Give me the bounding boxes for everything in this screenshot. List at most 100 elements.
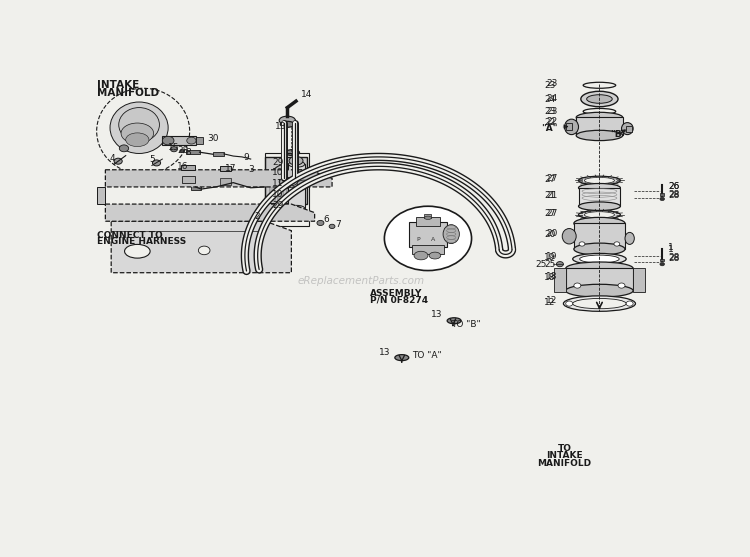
Ellipse shape — [121, 123, 154, 144]
Circle shape — [114, 158, 122, 164]
Ellipse shape — [562, 228, 576, 244]
Bar — [412, 245, 444, 254]
Polygon shape — [566, 268, 633, 291]
Bar — [266, 157, 307, 204]
Bar — [410, 222, 446, 247]
Ellipse shape — [584, 82, 616, 88]
Bar — [220, 167, 231, 172]
Ellipse shape — [118, 108, 160, 142]
Ellipse shape — [574, 243, 625, 255]
Text: 16: 16 — [178, 162, 189, 171]
Text: 10: 10 — [272, 190, 284, 199]
Polygon shape — [633, 267, 645, 291]
Ellipse shape — [187, 137, 196, 144]
Text: 23: 23 — [544, 108, 555, 116]
Bar — [181, 165, 195, 170]
Text: ENGINE HARNESS: ENGINE HARNESS — [97, 237, 186, 246]
Bar — [266, 154, 309, 226]
Text: P/N 0F8274: P/N 0F8274 — [370, 296, 428, 305]
Circle shape — [198, 246, 210, 255]
Ellipse shape — [268, 208, 282, 218]
Ellipse shape — [126, 133, 149, 146]
Ellipse shape — [574, 217, 625, 229]
Ellipse shape — [290, 208, 302, 215]
Text: ASSEMBLY: ASSEMBLY — [370, 289, 423, 298]
Ellipse shape — [580, 91, 618, 107]
Text: 29: 29 — [272, 201, 284, 211]
Ellipse shape — [414, 251, 428, 260]
Bar — [196, 137, 203, 144]
Circle shape — [384, 206, 472, 271]
Text: 22: 22 — [544, 118, 555, 127]
Text: 23: 23 — [544, 81, 555, 90]
Ellipse shape — [278, 168, 295, 184]
Circle shape — [317, 221, 324, 226]
Bar — [269, 203, 302, 213]
Ellipse shape — [576, 113, 622, 123]
Text: TO "A": TO "A" — [413, 350, 442, 360]
Text: 13: 13 — [379, 348, 390, 356]
Ellipse shape — [424, 216, 431, 219]
Circle shape — [579, 242, 585, 246]
Ellipse shape — [279, 116, 296, 125]
Text: 3: 3 — [248, 165, 254, 174]
Text: 7: 7 — [335, 220, 340, 229]
Text: 27: 27 — [544, 209, 555, 218]
Text: 1: 1 — [668, 245, 674, 253]
Text: TO: TO — [557, 444, 572, 453]
Ellipse shape — [565, 119, 578, 135]
Ellipse shape — [573, 253, 626, 265]
Polygon shape — [105, 204, 315, 221]
Bar — [294, 174, 299, 200]
Text: 12: 12 — [546, 296, 557, 305]
Text: 18: 18 — [544, 273, 555, 282]
Text: 28: 28 — [668, 255, 680, 263]
Ellipse shape — [573, 299, 626, 309]
Bar — [214, 152, 224, 156]
Ellipse shape — [578, 176, 620, 185]
Bar — [626, 126, 632, 132]
Ellipse shape — [279, 178, 298, 186]
Polygon shape — [574, 223, 625, 249]
Ellipse shape — [162, 136, 174, 145]
Bar — [182, 176, 195, 183]
Text: 25: 25 — [544, 260, 555, 268]
Text: "B": "B" — [610, 130, 626, 139]
Ellipse shape — [443, 224, 459, 243]
Circle shape — [556, 262, 563, 267]
Text: eReplacementParts.com: eReplacementParts.com — [298, 276, 424, 286]
Text: 6: 6 — [323, 216, 329, 224]
Circle shape — [170, 146, 178, 152]
Circle shape — [574, 283, 580, 288]
Text: 22: 22 — [546, 117, 557, 126]
Ellipse shape — [566, 284, 633, 297]
Ellipse shape — [447, 317, 461, 324]
Polygon shape — [105, 170, 332, 187]
Polygon shape — [576, 118, 622, 135]
Text: 5: 5 — [149, 155, 154, 164]
Ellipse shape — [272, 164, 301, 188]
Text: 25: 25 — [536, 260, 547, 268]
Text: CONNECT TO: CONNECT TO — [97, 231, 163, 240]
Bar — [269, 174, 275, 200]
Text: 2: 2 — [254, 212, 260, 222]
Polygon shape — [578, 188, 620, 206]
Text: 23: 23 — [546, 106, 557, 115]
Bar — [278, 174, 284, 200]
Text: P: P — [416, 237, 420, 242]
Ellipse shape — [286, 150, 299, 155]
Text: 20: 20 — [546, 229, 557, 238]
Text: 17: 17 — [224, 164, 236, 173]
Ellipse shape — [578, 183, 620, 192]
Ellipse shape — [289, 161, 304, 167]
Bar — [661, 193, 664, 196]
Ellipse shape — [625, 232, 634, 245]
Bar — [566, 124, 572, 130]
Text: 28: 28 — [668, 191, 680, 200]
Bar — [185, 150, 200, 154]
Text: 19: 19 — [546, 252, 557, 261]
Text: 28: 28 — [178, 145, 189, 154]
Bar — [269, 207, 299, 219]
Ellipse shape — [578, 202, 620, 211]
Text: INTAKE: INTAKE — [546, 451, 583, 460]
